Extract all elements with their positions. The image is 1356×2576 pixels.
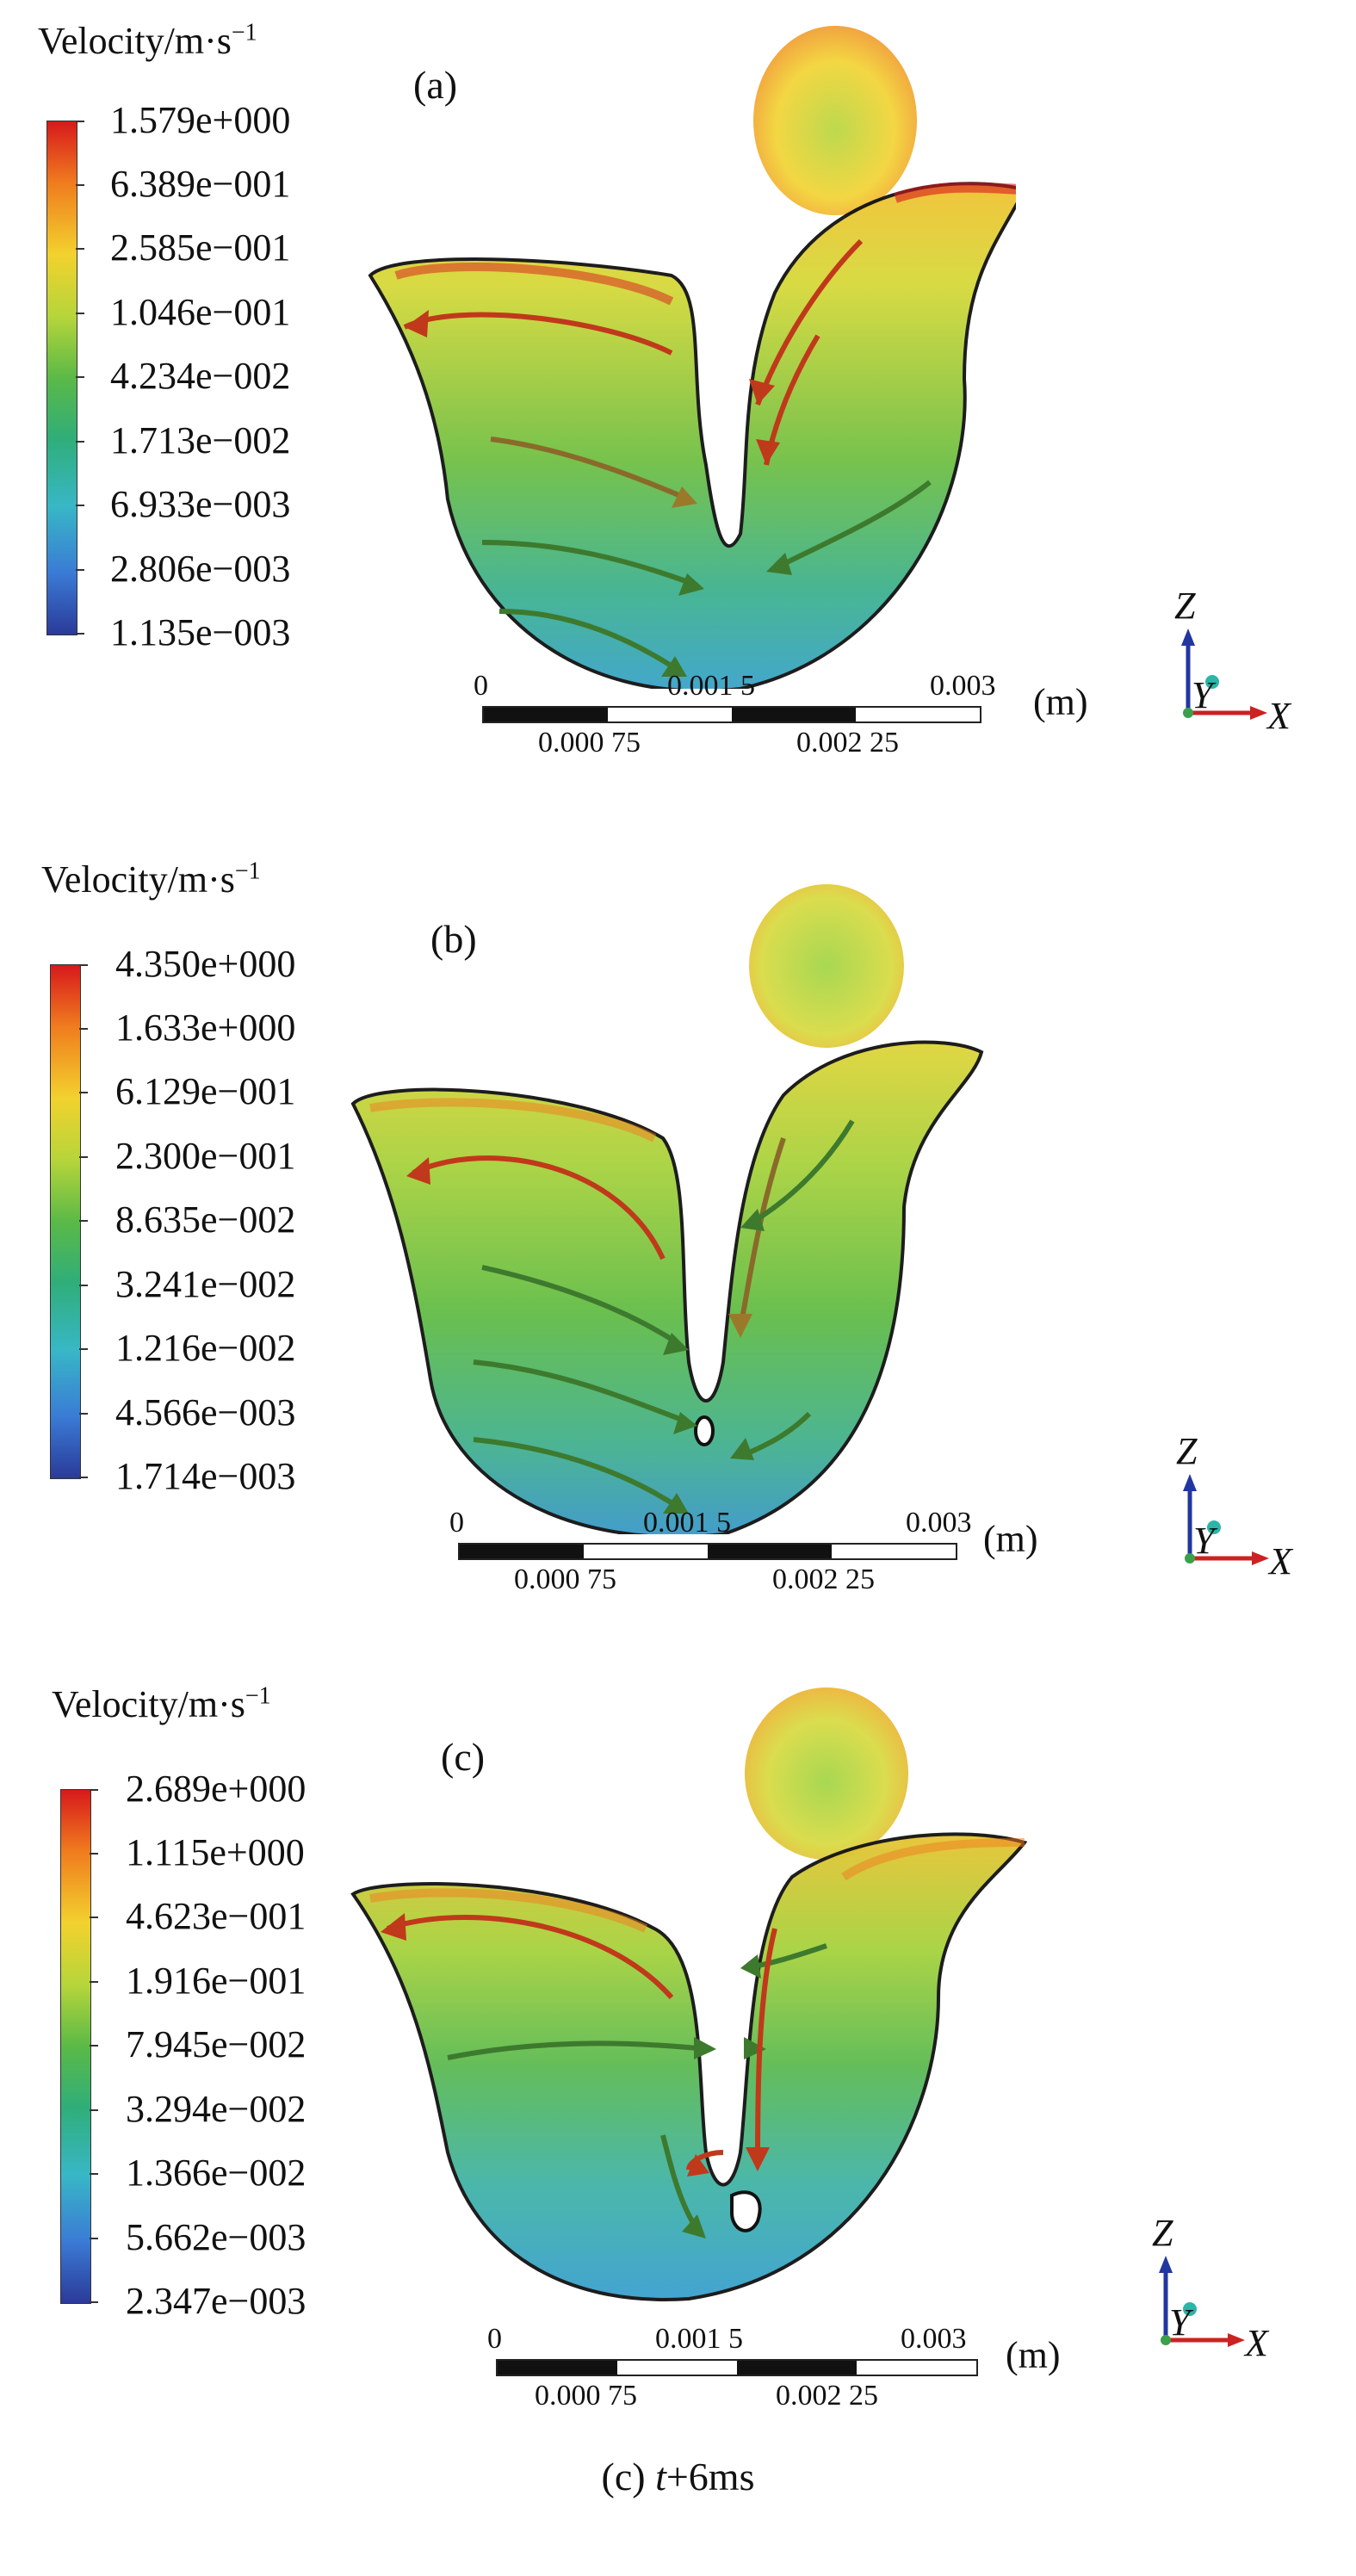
scale-unit: (m) <box>1033 681 1088 723</box>
axis-triad-icon <box>1183 1474 1269 1565</box>
tick-label: 5.662e−003 <box>126 2216 306 2258</box>
tick-label: 1.579e+000 <box>110 99 291 141</box>
scale-label: 0.000 75 <box>514 1564 616 1595</box>
scale-label: 0.003 <box>901 2323 967 2355</box>
tick-label: 1.714e−003 <box>115 1455 296 1497</box>
scale-bar-track <box>458 1543 957 1560</box>
colorbar <box>50 964 81 1479</box>
panel-label: (a) <box>413 63 458 107</box>
axis-y-label: Y <box>1193 1520 1215 1562</box>
scale-label: 0.002 25 <box>772 1564 875 1595</box>
axis-x-label: X <box>1269 1540 1292 1582</box>
tick-label: 2.585e−001 <box>110 226 291 269</box>
axis-triad: Z Y X <box>1155 1430 1302 1582</box>
scale-bar-track <box>496 2359 978 2376</box>
scale-label: 0.000 75 <box>538 727 641 759</box>
tick-label: 1.135e−003 <box>110 611 291 653</box>
tick-label: 2.300e−001 <box>115 1135 296 1177</box>
axis-z-label: Z <box>1174 585 1196 627</box>
scale-label: 0.000 75 <box>535 2380 637 2412</box>
scale-label: 0.002 25 <box>796 727 899 759</box>
tick-label: 1.916e−001 <box>126 1960 306 2002</box>
scale-label: 0.001 5 <box>655 2323 743 2355</box>
tick-label: 1.216e−002 <box>115 1327 296 1369</box>
panel-a: Velocity/m·s−1 1.579e+000 6.389e−001 2.5… <box>0 0 1356 844</box>
tick-label: 1.366e−002 <box>126 2152 306 2194</box>
tick-label: 3.241e−002 <box>115 1263 296 1305</box>
scale-label: 0.001 5 <box>643 1507 731 1539</box>
tick-label: 1.046e−001 <box>110 291 291 333</box>
scale-label: 0.002 25 <box>776 2380 878 2412</box>
tick-label: 1.633e+000 <box>115 1006 296 1049</box>
colorbar <box>60 1789 91 2304</box>
velocity-field-b <box>350 884 984 1534</box>
scale-bar-track <box>482 706 981 723</box>
panel-c: Velocity/m·s−1 2.689e+000 1.115e+000 4.6… <box>0 1670 1356 2514</box>
colorbar <box>46 121 77 635</box>
panel-b: Velocity/m·s−1 4.350e+000 1.633e+000 6.1… <box>0 845 1356 1689</box>
panel-label: (b) <box>430 917 477 961</box>
scale-label: 0.003 <box>930 670 996 702</box>
axis-y-label: Y <box>1192 674 1213 716</box>
tick-label: 4.566e−003 <box>115 1391 296 1434</box>
scale-label: 0 <box>487 2323 502 2355</box>
velocity-field-c <box>350 1687 1028 2301</box>
legend-title: Velocity/m·s−1 <box>52 1682 271 1725</box>
tick-label: 7.945e−002 <box>126 2023 306 2065</box>
axis-z-label: Z <box>1152 2212 1173 2254</box>
tick-label: 2.689e+000 <box>126 1768 306 1810</box>
axis-x-label: X <box>1267 695 1291 737</box>
figure-caption: (c) t+6ms <box>601 2455 755 2499</box>
scale-label: 0 <box>474 670 488 702</box>
tick-label: 6.389e−001 <box>110 163 291 205</box>
tick-label: 1.713e−002 <box>110 419 291 461</box>
tick-label: 2.347e−003 <box>126 2280 306 2322</box>
axis-z-label: Z <box>1176 1430 1198 1472</box>
scale-unit: (m) <box>1006 2334 1061 2376</box>
axis-x-label: X <box>1245 2322 1268 2364</box>
scale-label: 0.001 5 <box>667 670 755 702</box>
legend-title: Velocity/m·s−1 <box>41 858 261 901</box>
axis-triad: Z Y X <box>1154 585 1300 737</box>
scale-label: 0.003 <box>906 1507 972 1539</box>
axis-triad: Z Y X <box>1131 2212 1278 2364</box>
tick-label: 4.623e−001 <box>126 1895 306 1937</box>
scale-unit: (m) <box>983 1518 1038 1560</box>
tick-label: 6.933e−003 <box>110 483 291 525</box>
tick-label: 4.350e+000 <box>115 943 296 985</box>
tick-label: 1.115e+000 <box>126 1831 305 1873</box>
tick-label: 2.806e−003 <box>110 548 291 590</box>
tick-label: 4.234e−002 <box>110 355 291 397</box>
tick-label: 3.294e−002 <box>126 2088 306 2130</box>
tick-label: 6.129e−001 <box>115 1070 296 1112</box>
legend-title: Velocity/m·s−1 <box>38 19 257 62</box>
scale-label: 0 <box>449 1507 464 1539</box>
axis-triad-icon <box>1181 629 1267 720</box>
panel-label: (c) <box>441 1735 486 1779</box>
axis-triad-icon <box>1159 2256 1245 2347</box>
axis-y-label: Y <box>1169 2301 1191 2344</box>
velocity-field-a <box>368 26 1016 689</box>
tick-label: 8.635e−002 <box>115 1198 296 1241</box>
